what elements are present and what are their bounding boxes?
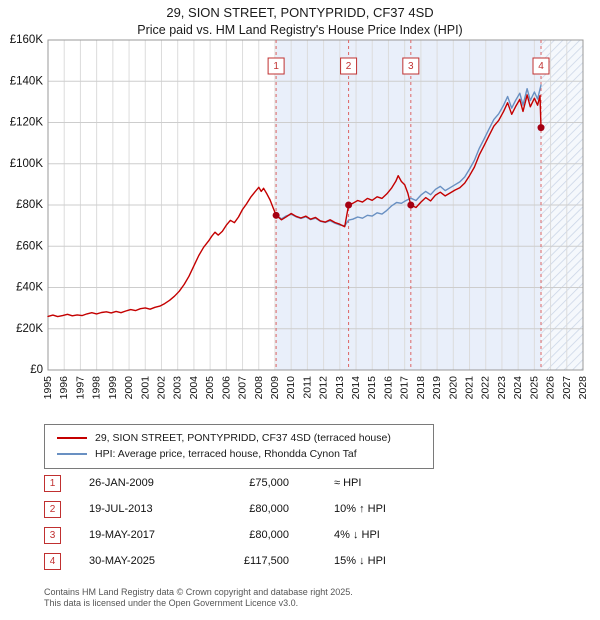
sale-date: 26-JAN-2009	[89, 477, 154, 489]
sale-row: 1 26-JAN-2009 £75,000 ≈ HPI	[44, 470, 564, 496]
legend-item-property: 29, SION STREET, PONTYPRIDD, CF37 4SD (t…	[53, 430, 425, 446]
svg-text:2002: 2002	[155, 376, 167, 400]
sale-date: 19-JUL-2013	[89, 503, 153, 515]
svg-text:2027: 2027	[561, 376, 573, 400]
sale-number-badge: 2	[44, 500, 61, 518]
sale-number-badge: 4	[44, 552, 61, 570]
svg-text:2004: 2004	[188, 376, 200, 400]
svg-text:£120K: £120K	[10, 117, 44, 129]
chart-legend: 29, SION STREET, PONTYPRIDD, CF37 4SD (t…	[44, 424, 434, 469]
svg-text:2007: 2007	[237, 376, 249, 400]
svg-text:2023: 2023	[496, 376, 508, 400]
sale-date: 30-MAY-2025	[89, 555, 156, 567]
svg-text:2016: 2016	[382, 376, 394, 400]
svg-text:£20K: £20K	[16, 323, 43, 335]
sale-price: £117,500	[243, 555, 289, 567]
sale-dot	[345, 201, 353, 209]
sale-marker-lines	[275, 40, 542, 370]
svg-text:1995: 1995	[42, 376, 54, 400]
sale-hpi-comparison: 4% ↓ HPI	[334, 529, 380, 541]
svg-text:2026: 2026	[545, 376, 557, 400]
svg-text:2018: 2018	[415, 376, 427, 400]
svg-text:2: 2	[346, 61, 352, 72]
sale-price: £80,000	[249, 529, 289, 541]
svg-text:2015: 2015	[366, 376, 378, 400]
sale-hpi-comparison: 10% ↑ HPI	[334, 503, 386, 515]
svg-text:2028: 2028	[577, 376, 589, 400]
price-history-chart: 1 2 3 4 £0 £20K £40K £60K £80K £100K £120K £140K £16…	[10, 34, 589, 399]
grid-lines	[47, 39, 584, 371]
sale-dot	[272, 211, 280, 219]
svg-text:£40K: £40K	[16, 282, 43, 294]
svg-text:2001: 2001	[139, 376, 151, 400]
legend-label-hpi: HPI: Average price, terraced house, Rhon…	[95, 448, 357, 460]
svg-text:2012: 2012	[318, 376, 330, 400]
sales-table: 1 26-JAN-2009 £75,000 ≈ HPI 2 19-JUL-201…	[44, 470, 564, 574]
legend-item-hpi: HPI: Average price, terraced house, Rhon…	[53, 446, 425, 462]
svg-text:£0: £0	[30, 364, 43, 376]
svg-text:2013: 2013	[334, 376, 346, 400]
sale-row: 3 19-MAY-2017 £80,000 4% ↓ HPI	[44, 522, 564, 548]
sale-dot	[537, 124, 545, 132]
svg-text:2009: 2009	[269, 376, 281, 400]
svg-text:£80K: £80K	[16, 199, 43, 211]
sale-number-badge: 1	[44, 474, 61, 492]
svg-text:2024: 2024	[512, 376, 524, 400]
sale-price: £75,000	[249, 477, 289, 489]
svg-text:1998: 1998	[91, 376, 103, 400]
sale-number-boxes: 1 2 3 4	[267, 57, 550, 75]
series-lines	[47, 84, 542, 318]
svg-text:£60K: £60K	[16, 240, 43, 252]
sale-date: 19-MAY-2017	[89, 529, 156, 541]
sale-hpi-comparison: ≈ HPI	[334, 477, 362, 489]
svg-text:2014: 2014	[350, 376, 362, 400]
svg-text:£100K: £100K	[10, 158, 44, 170]
legend-label-property: 29, SION STREET, PONTYPRIDD, CF37 4SD (t…	[95, 432, 391, 444]
svg-text:2011: 2011	[301, 376, 313, 399]
svg-text:1999: 1999	[107, 376, 119, 400]
sale-dots	[272, 124, 545, 219]
svg-text:2019: 2019	[431, 376, 443, 400]
svg-text:2003: 2003	[172, 376, 184, 400]
svg-text:2000: 2000	[123, 376, 135, 400]
svg-text:1997: 1997	[74, 376, 86, 400]
sale-number-badge: 3	[44, 526, 61, 544]
sale-price: £80,000	[249, 503, 289, 515]
svg-text:3: 3	[408, 61, 414, 72]
sale-row: 2 19-JUL-2013 £80,000 10% ↑ HPI	[44, 496, 564, 522]
plot-border	[47, 39, 584, 371]
footer-line2: This data is licensed under the Open Gov…	[44, 598, 299, 608]
svg-text:2010: 2010	[285, 376, 297, 400]
svg-text:1996: 1996	[58, 376, 70, 400]
svg-text:2020: 2020	[447, 376, 459, 400]
footer-line1: Contains HM Land Registry data © Crown c…	[44, 587, 353, 597]
svg-text:2022: 2022	[480, 376, 492, 400]
chart-titles: 29, SION STREET, PONTYPRIDD, CF37 4SD Pr…	[0, 5, 600, 37]
svg-text:2008: 2008	[253, 376, 265, 400]
svg-text:4: 4	[538, 61, 544, 72]
hpi-line-swatch	[57, 452, 87, 456]
svg-text:2025: 2025	[528, 376, 540, 400]
license-footer: Contains HM Land Registry data © Crown c…	[44, 587, 353, 609]
page-subtitle: Price paid vs. HM Land Registry's House …	[137, 23, 463, 37]
sale-dot	[407, 201, 415, 209]
property-line-swatch	[57, 436, 87, 440]
svg-text:2017: 2017	[399, 376, 411, 400]
svg-text:£140K: £140K	[10, 75, 44, 87]
property-price-line	[47, 94, 542, 318]
svg-text:2021: 2021	[464, 376, 476, 400]
svg-text:£160K: £160K	[10, 34, 44, 46]
svg-text:2005: 2005	[204, 376, 216, 400]
axis-labels: £0 £20K £40K £60K £80K £100K £120K £140K £160K 19…	[10, 34, 589, 399]
sale-hpi-comparison: 15% ↓ HPI	[334, 555, 386, 567]
svg-text:2006: 2006	[220, 376, 232, 400]
page-title: 29, SION STREET, PONTYPRIDD, CF37 4SD	[166, 5, 434, 20]
svg-text:1: 1	[273, 61, 279, 72]
sale-row: 4 30-MAY-2025 £117,500 15% ↓ HPI	[44, 548, 564, 574]
